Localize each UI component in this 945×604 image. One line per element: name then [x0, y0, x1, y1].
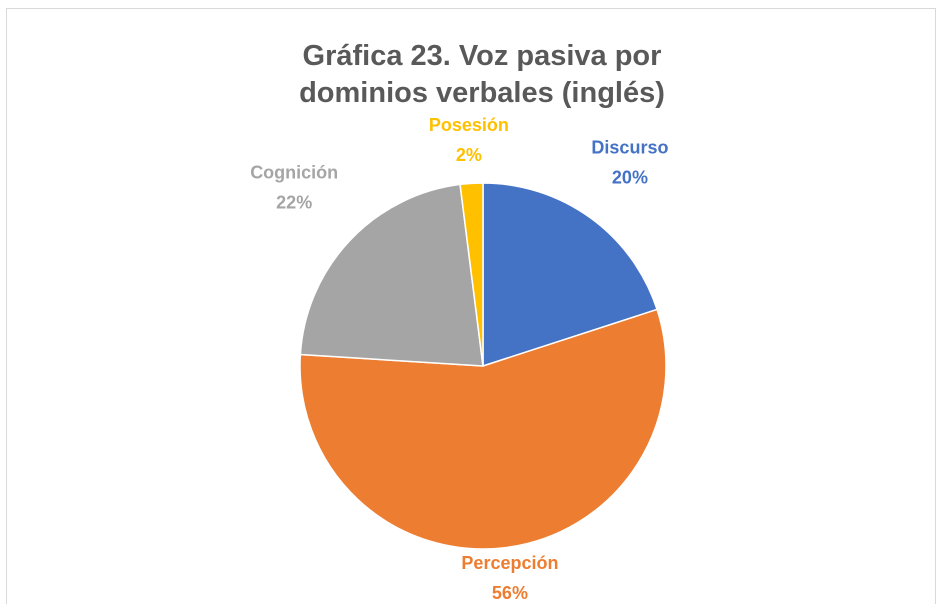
- pie-slice: [299, 183, 484, 367]
- slice-value-label: 2%: [456, 145, 482, 165]
- pie-slice: [482, 182, 658, 368]
- pie-slice: [299, 308, 667, 550]
- slice-value-label: 22%: [276, 192, 312, 212]
- chart-frame: [6, 8, 936, 604]
- slice-label: Percepción: [461, 553, 558, 573]
- slice-label: Discurso: [591, 137, 668, 157]
- slice-label: Cognición: [250, 162, 338, 182]
- slice-value-label: 56%: [492, 583, 528, 603]
- slice-value-label: 20%: [612, 167, 648, 187]
- pie-slice: [459, 182, 484, 367]
- slice-label: Posesión: [429, 115, 509, 135]
- chart-title: Gráfica 23. Voz pasiva por dominios verb…: [299, 40, 665, 109]
